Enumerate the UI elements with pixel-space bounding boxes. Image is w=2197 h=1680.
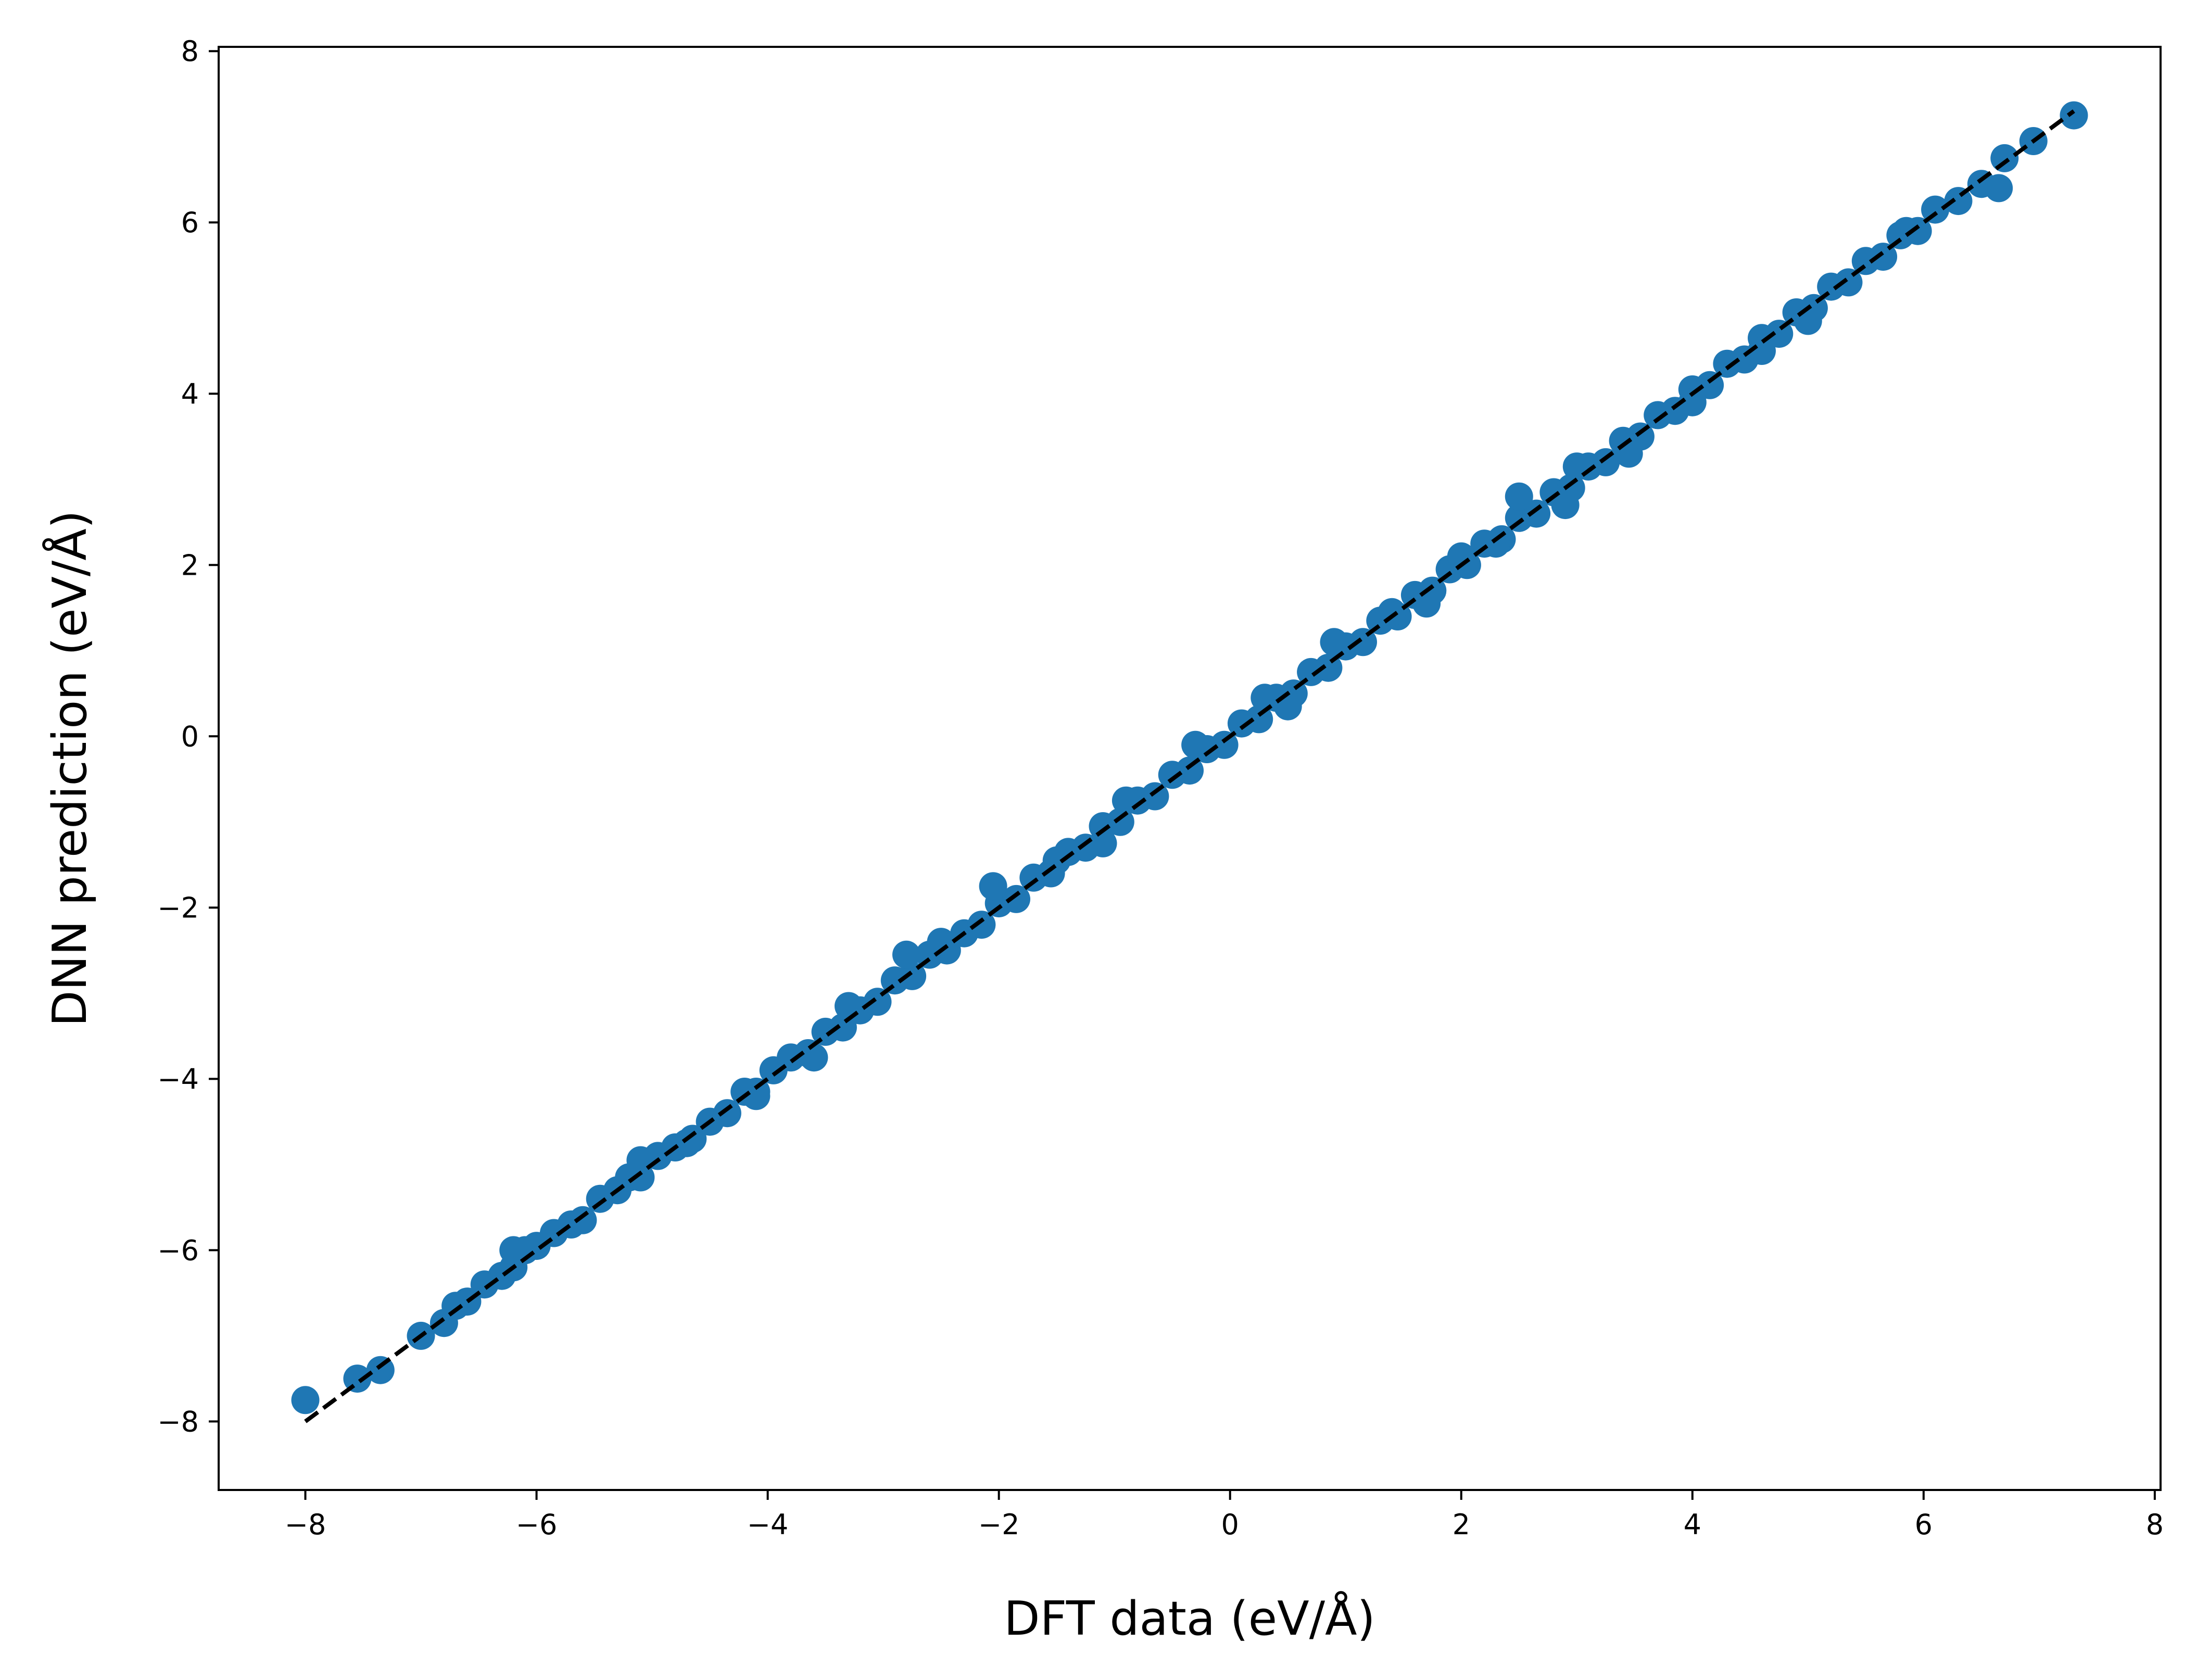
data-point	[1522, 499, 1551, 528]
data-point	[1002, 885, 1030, 913]
y-tick-label: 2	[181, 549, 199, 582]
data-point	[967, 911, 996, 939]
data-point	[626, 1146, 655, 1174]
y-axis-ticks: −8 −6 −4 −2 0 2 4 6 8	[157, 35, 219, 1438]
y-tick-label: −4	[157, 1063, 199, 1095]
data-point	[742, 1082, 771, 1110]
data-point	[1251, 684, 1279, 712]
reference-line-layer	[304, 109, 2075, 1423]
data-point	[1505, 482, 1533, 511]
x-tick-label: 0	[1221, 1508, 1239, 1541]
data-point	[1614, 439, 1643, 468]
data-point	[1447, 542, 1475, 571]
y-tick-label: −8	[157, 1405, 199, 1438]
x-tick-label: 2	[1453, 1508, 1470, 1541]
data-point	[291, 1386, 320, 1414]
data-point	[1378, 598, 1406, 626]
x-tick-label: −6	[516, 1508, 558, 1541]
data-point	[1678, 388, 1707, 416]
data-point	[927, 928, 955, 956]
data-point	[1320, 628, 1348, 656]
data-point	[1990, 144, 2019, 172]
data-point	[673, 1129, 701, 1157]
data-point	[713, 1099, 741, 1128]
data-point	[800, 1043, 828, 1072]
y-tick-label: −6	[157, 1234, 199, 1267]
data-point	[569, 1206, 597, 1234]
data-point	[1089, 829, 1117, 857]
data-point	[1562, 452, 1591, 481]
x-axis-ticks: −8 −6 −4 −2 0 2 4 6 8	[285, 1490, 2164, 1541]
data-point	[1273, 692, 1302, 721]
y-tick-label: 0	[181, 720, 199, 753]
y-tick-label: 8	[181, 35, 199, 68]
x-tick-label: −4	[747, 1508, 789, 1541]
x-tick-label: −2	[978, 1508, 1020, 1541]
x-tick-label: 6	[1915, 1508, 1933, 1541]
x-tick-label: 8	[2146, 1508, 2164, 1541]
data-point	[499, 1236, 528, 1265]
data-point	[1412, 589, 1441, 618]
data-point	[835, 992, 863, 1020]
y-tick-label: 6	[181, 206, 199, 239]
y-tick-label: −2	[157, 891, 199, 924]
data-point	[1794, 307, 1822, 335]
x-tick-label: −8	[285, 1508, 326, 1541]
x-tick-label: 4	[1684, 1508, 1701, 1541]
data-point	[1985, 174, 2013, 203]
x-axis-label: DFT data (eV/Å)	[1004, 1590, 1375, 1646]
y-axis-label: DNN prediction (eV/Å)	[42, 510, 97, 1027]
data-point	[1748, 337, 1776, 365]
plot-frame	[218, 46, 2162, 1491]
data-point	[2060, 101, 2088, 130]
data-point	[1551, 491, 1580, 520]
reference-line	[304, 109, 2075, 1423]
data-point	[1181, 730, 1210, 759]
data-point	[979, 872, 1007, 901]
y-tick-label: 4	[181, 377, 199, 410]
data-point	[1112, 786, 1140, 815]
data-point	[892, 940, 920, 969]
